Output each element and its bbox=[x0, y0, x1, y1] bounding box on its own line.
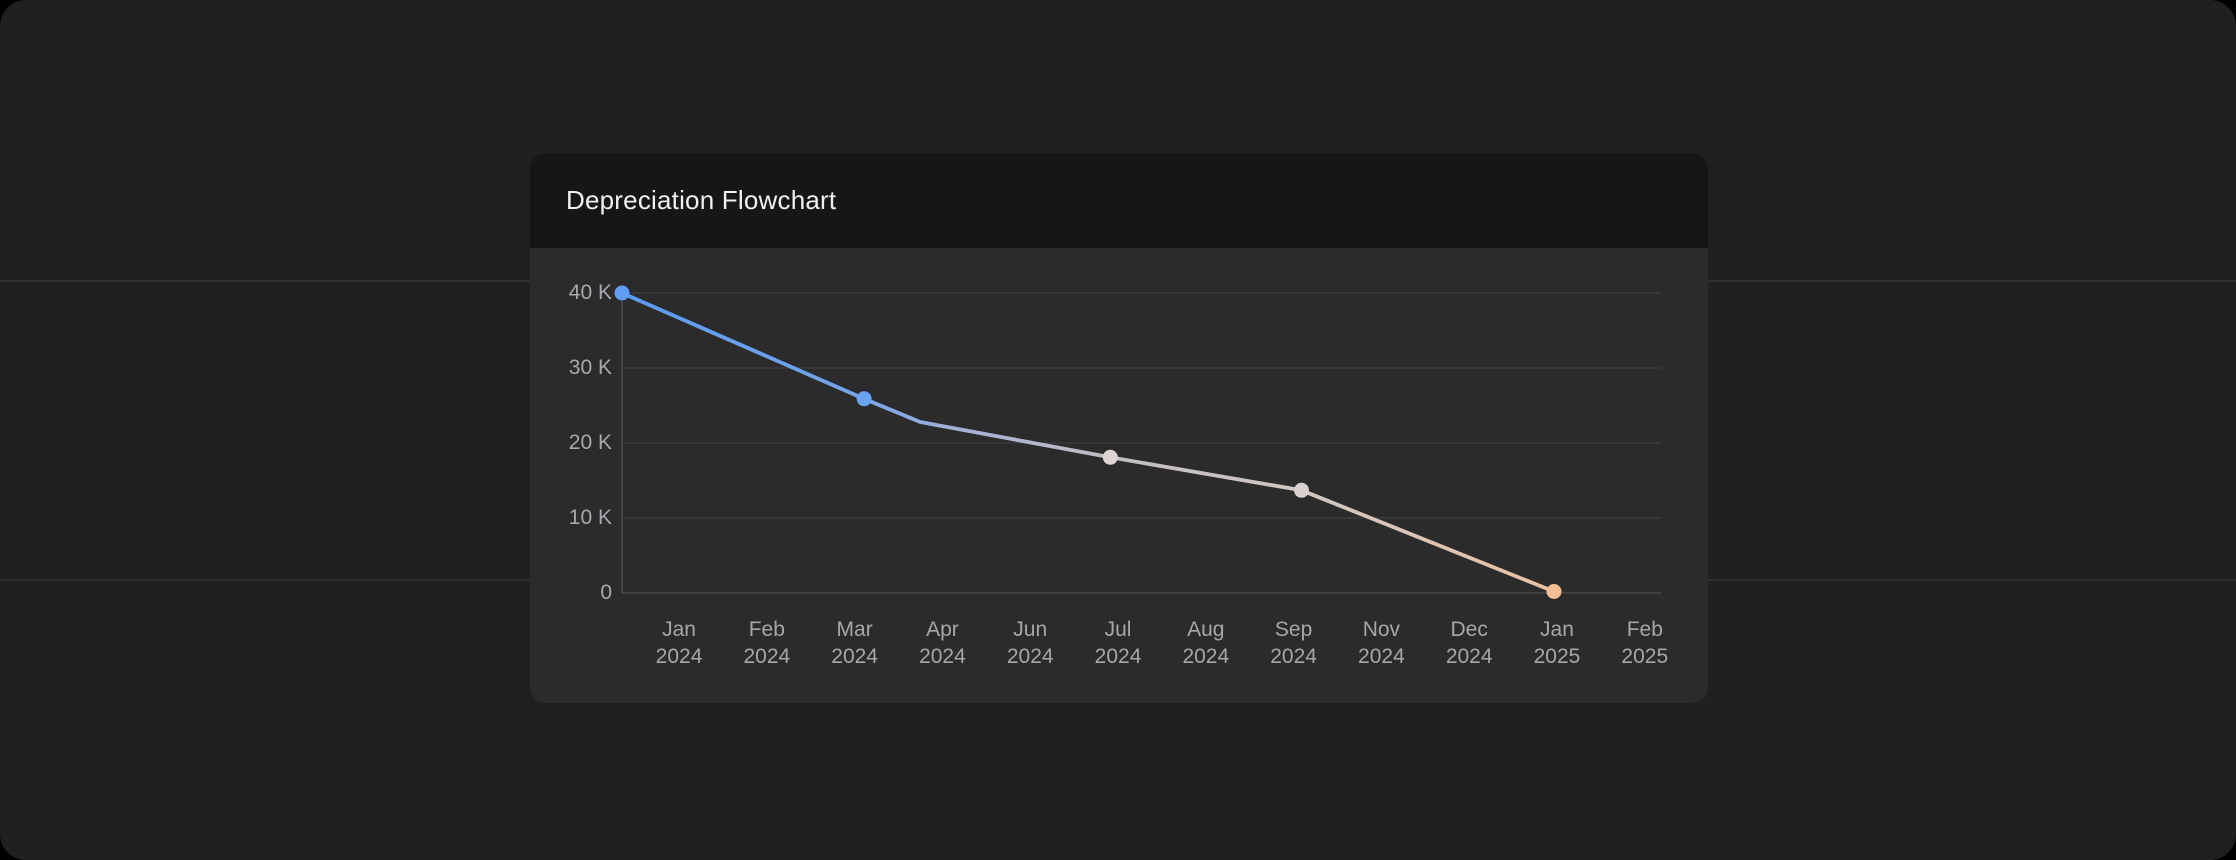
data-point-jan-2024[interactable] bbox=[614, 285, 630, 301]
y-tick-label: 20 K bbox=[568, 431, 612, 454]
x-tick-label: Jan 2025 bbox=[1533, 618, 1581, 668]
y-tick-label: 30 K bbox=[568, 356, 612, 379]
chart-title: Depreciation Flowchart bbox=[566, 185, 837, 215]
x-tick-label: Sep 2024 bbox=[1270, 618, 1317, 668]
x-tick-label: Apr 2024 bbox=[919, 618, 966, 668]
data-point-sep-2024[interactable] bbox=[1294, 482, 1309, 498]
x-tick-label: Aug 2024 bbox=[1182, 618, 1230, 668]
x-tick-label: Mar 2024 bbox=[831, 618, 878, 668]
depreciation-line-chart bbox=[614, 285, 1661, 599]
depreciation-chart-card: Depreciation Flowchart 40 K 30 K 20 K 10 K 0… bbox=[530, 153, 1708, 703]
y-tick-label: 0 bbox=[600, 581, 612, 604]
data-point-mar-2024[interactable] bbox=[856, 391, 872, 407]
y-tick-label: 10 K bbox=[568, 506, 612, 529]
chart-card-header: Depreciation Flowchart bbox=[530, 153, 1708, 248]
data-point-jan-2025[interactable] bbox=[1546, 584, 1562, 599]
x-tick-label: Feb 2025 bbox=[1621, 618, 1669, 668]
x-tick-label: Nov 2024 bbox=[1358, 618, 1405, 668]
chart-plot-area: 40 K 30 K 20 K 10 K 0 Jan 2024 Feb 2024 Mar 2024 A… bbox=[530, 248, 1708, 703]
x-tick-label: Jul 2024 bbox=[1094, 618, 1142, 668]
x-tick-label: Jan 2024 bbox=[655, 618, 703, 668]
x-tick-label: Feb 2024 bbox=[743, 618, 791, 668]
y-tick-label: 40 K bbox=[568, 281, 612, 304]
x-tick-label: Jun 2024 bbox=[1006, 618, 1054, 668]
x-tick-label: Dec 2024 bbox=[1445, 618, 1493, 668]
data-point-jul-2024[interactable] bbox=[1102, 449, 1118, 465]
